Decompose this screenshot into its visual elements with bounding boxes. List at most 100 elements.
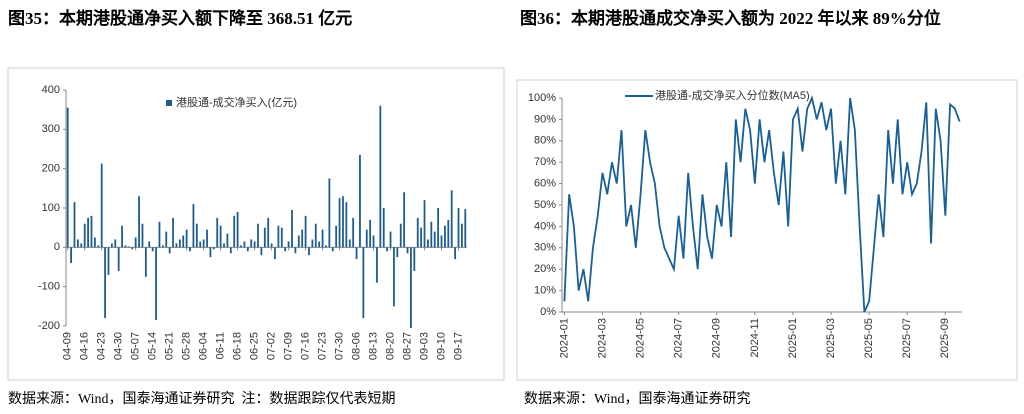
bar bbox=[148, 241, 151, 248]
bar bbox=[359, 154, 361, 248]
y-tick-label: 70% bbox=[534, 156, 556, 168]
legend-swatch bbox=[166, 100, 172, 106]
x-tick-label: 07-02 bbox=[266, 332, 278, 360]
x-tick-label: 09-10 bbox=[435, 332, 447, 360]
bar bbox=[236, 211, 239, 248]
y-tick-label: 200 bbox=[42, 163, 60, 175]
bar bbox=[260, 247, 263, 256]
bar bbox=[175, 243, 178, 248]
x-tick-label: 04-30 bbox=[113, 332, 125, 360]
bar bbox=[185, 229, 188, 248]
bar bbox=[457, 208, 460, 248]
bar bbox=[165, 231, 168, 248]
bar bbox=[253, 241, 256, 248]
chart-title: 图36：本期港股通成交净买入额为 2022 年以来 89%分位 bbox=[520, 9, 941, 28]
bar bbox=[168, 247, 171, 254]
y-tick-label: 400 bbox=[42, 84, 60, 96]
y-tick-label: 60% bbox=[534, 178, 556, 190]
bar bbox=[345, 202, 348, 248]
y-tick-label: 30% bbox=[534, 242, 556, 254]
bar bbox=[199, 241, 202, 248]
bar bbox=[352, 217, 355, 248]
x-tick-label: 04-16 bbox=[79, 332, 91, 360]
source-note: 数据来源：Wind，国泰海通证券研究 bbox=[524, 392, 751, 407]
bar bbox=[321, 229, 324, 248]
bar bbox=[209, 247, 212, 258]
bar bbox=[161, 245, 164, 248]
bar bbox=[454, 247, 457, 260]
bar bbox=[423, 200, 426, 248]
x-tick-label: 07-23 bbox=[316, 332, 328, 360]
bar bbox=[297, 235, 300, 248]
bar bbox=[280, 227, 283, 248]
bar bbox=[287, 241, 290, 248]
bar bbox=[226, 233, 229, 248]
x-tick-label: 2024-07 bbox=[673, 318, 685, 358]
bar bbox=[90, 215, 93, 248]
bar bbox=[437, 208, 440, 248]
bar bbox=[66, 107, 69, 248]
x-tick-label: 2025-03 bbox=[825, 318, 837, 358]
x-tick-label: 07-09 bbox=[282, 332, 294, 360]
y-tick-label: 0% bbox=[540, 306, 556, 318]
bar bbox=[447, 219, 450, 248]
y-tick-label: 80% bbox=[534, 135, 556, 147]
x-tick-label: 09-17 bbox=[452, 332, 464, 360]
bar bbox=[83, 223, 86, 248]
bar bbox=[433, 231, 436, 248]
x-tick-label: 04-09 bbox=[62, 332, 74, 360]
bar bbox=[304, 215, 307, 248]
bar bbox=[263, 227, 266, 248]
bar bbox=[182, 235, 185, 248]
y-tick-label: 50% bbox=[534, 199, 556, 211]
bar bbox=[76, 239, 79, 248]
bar bbox=[277, 225, 280, 248]
bar bbox=[117, 247, 120, 271]
bar bbox=[178, 239, 181, 248]
bar bbox=[393, 247, 395, 307]
bar bbox=[233, 215, 236, 248]
bar bbox=[87, 217, 89, 248]
x-tick-label: 08-13 bbox=[367, 332, 379, 360]
bar bbox=[257, 223, 259, 248]
bar bbox=[107, 247, 110, 275]
bar bbox=[406, 247, 409, 254]
bar bbox=[206, 229, 208, 248]
bar bbox=[270, 243, 273, 248]
x-tick-label: 2024-05 bbox=[634, 318, 646, 358]
y-tick-label: -100 bbox=[38, 281, 60, 293]
bar bbox=[80, 243, 83, 248]
bar bbox=[325, 245, 327, 248]
bar bbox=[250, 239, 253, 248]
x-tick-label: 2025-05 bbox=[863, 318, 875, 358]
x-tick-label: 05-07 bbox=[130, 332, 142, 360]
bar bbox=[284, 247, 287, 252]
bar bbox=[100, 163, 103, 248]
bar bbox=[246, 247, 249, 252]
x-tick-label: 2024-11 bbox=[749, 318, 761, 358]
y-tick-label: 10% bbox=[534, 285, 556, 297]
bar bbox=[386, 247, 389, 252]
x-tick-label: 08-20 bbox=[384, 332, 396, 360]
x-tick-label: 05-14 bbox=[147, 332, 159, 360]
bar bbox=[93, 237, 96, 248]
bar bbox=[229, 247, 232, 254]
bar bbox=[314, 223, 317, 248]
line bbox=[563, 95, 961, 313]
chart-title: 图35：本期港股通净买入额下降至 368.51 亿元 bbox=[8, 9, 353, 28]
y-tick-label: 40% bbox=[534, 220, 556, 232]
chart-frame bbox=[516, 79, 1018, 381]
x-tick-label: 05-21 bbox=[164, 332, 176, 360]
bar bbox=[372, 235, 375, 248]
bar bbox=[195, 223, 198, 248]
bar bbox=[399, 223, 402, 248]
bar bbox=[158, 221, 161, 248]
bar bbox=[124, 245, 127, 248]
bar bbox=[403, 192, 406, 248]
bar bbox=[97, 245, 100, 248]
x-tick-label: 08-06 bbox=[350, 332, 362, 360]
bar bbox=[342, 196, 344, 248]
x-tick-label: 2025-07 bbox=[901, 318, 913, 358]
